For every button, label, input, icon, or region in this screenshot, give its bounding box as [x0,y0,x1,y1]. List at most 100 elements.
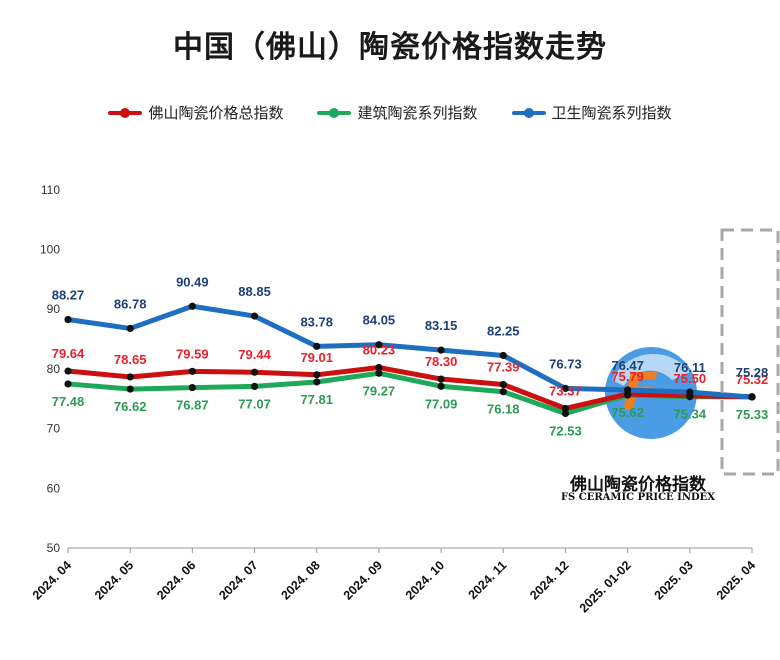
data-label: 79.64 [52,346,85,361]
y-tick-label: 60 [47,481,61,495]
data-label: 72.53 [549,423,582,438]
data-point [375,341,383,349]
data-label: 77.48 [52,394,85,409]
data-point [375,363,383,372]
data-label: 90.49 [176,274,209,289]
data-label: 78.30 [425,354,458,369]
data-label: 79.27 [363,383,396,398]
data-point [561,409,570,418]
x-tick-label: 2025. 04 [714,558,758,602]
series-line [65,303,755,400]
data-label: 77.09 [425,396,458,411]
latest-highlight-box [720,228,780,476]
data-label: 79.01 [300,350,333,365]
y-tick-label: 80 [47,362,61,376]
x-tick-label: 2024. 12 [527,558,571,602]
data-label: 83.78 [300,314,333,329]
x-tick-label: 2024. 10 [403,558,447,602]
chart-title: 中国（佛山）陶瓷价格指数走势 [173,30,607,65]
data-label: 75.33 [736,407,769,422]
data-point [64,380,72,388]
logo-title: 佛山陶瓷价格指数 [570,475,706,495]
legend-label-building: 建筑陶瓷系列指数 [357,104,478,122]
y-tick-label: 100 [40,243,60,257]
data-label: 75.62 [611,405,644,420]
data-point [188,367,196,375]
data-point [250,312,259,320]
chart-legend: 佛山陶瓷价格总指数 建筑陶瓷系列指数 卫生陶瓷系列指数 [0,102,780,123]
legend-item-sanitary: 卫生陶瓷系列指数 [511,102,672,123]
data-label: 77.39 [487,359,520,374]
data-point [437,375,445,383]
data-label: 83.15 [425,318,458,333]
data-point [499,351,507,360]
data-point [250,368,259,376]
legend-swatch-building [317,107,352,119]
data-point [375,369,383,377]
data-label: 79.44 [238,347,271,362]
legend-label-sanitary: 卫生陶瓷系列指数 [551,104,672,122]
data-point [499,388,507,396]
x-tick-label: 2025. 03 [652,558,696,602]
data-label: 75.79 [611,369,644,384]
series-line [65,365,755,411]
legend-swatch-total [108,107,143,119]
y-tick-label: 110 [41,183,60,197]
legend-label-total: 佛山陶瓷价格总指数 [148,104,284,122]
data-point [64,367,72,375]
logo-swoosh [612,353,690,386]
data-point [126,373,134,381]
data-point [188,302,196,310]
data-point [313,342,321,350]
data-label: 79.59 [176,346,209,361]
data-point [561,384,570,393]
logo-subtitle: FS CERAMIC PRICE INDEX [560,492,716,503]
legend-item-total: 佛山陶瓷价格总指数 [108,102,283,123]
data-label: 88.27 [52,288,85,303]
data-point [437,382,445,390]
data-point [188,383,196,392]
data-point [686,388,694,396]
x-tick-label: 2024. 09 [341,558,385,602]
data-point [126,385,134,393]
data-point [437,346,445,354]
data-label: 75.50 [674,371,707,386]
data-label: 76.11 [674,360,706,375]
data-label: 76.18 [487,402,520,417]
data-label: 82.25 [487,323,520,338]
data-point [313,371,321,379]
data-label: 88.85 [238,284,271,299]
data-label: 77.07 [238,396,271,411]
data-point [313,378,321,386]
data-point [126,324,134,333]
data-label: 77.81 [300,392,333,407]
x-tick-label: 2025. 01-02 [577,558,634,615]
data-label: 75.32 [736,372,769,387]
data-point [561,404,570,413]
y-tick-label: 70 [47,422,61,436]
data-label: 84.05 [363,313,396,328]
legend-item-building: 建筑陶瓷系列指数 [317,102,478,123]
data-label: 73.37 [549,383,582,398]
legend-swatch-sanitary [511,107,546,119]
y-tick-label: 90 [47,302,61,316]
x-tick-label: 2024. 06 [154,558,198,602]
data-label: 76.87 [176,398,209,413]
data-point [64,315,72,324]
x-tick-label: 2024. 07 [216,558,260,602]
x-tick-label: 2024. 08 [279,558,323,602]
data-label: 75.34 [674,407,707,422]
data-label: 80.23 [363,343,396,358]
y-tick-label: 50 [47,541,61,555]
data-label: 76.62 [114,399,147,414]
data-point [624,386,632,394]
data-label: 78.65 [114,352,147,367]
data-label: 76.47 [611,358,644,373]
x-tick-label: 2024. 04 [30,558,74,602]
data-label: 75.28 [736,365,769,380]
data-point [250,382,259,390]
data-point [748,393,756,401]
data-label: 76.73 [549,356,582,371]
data-point [499,380,507,389]
